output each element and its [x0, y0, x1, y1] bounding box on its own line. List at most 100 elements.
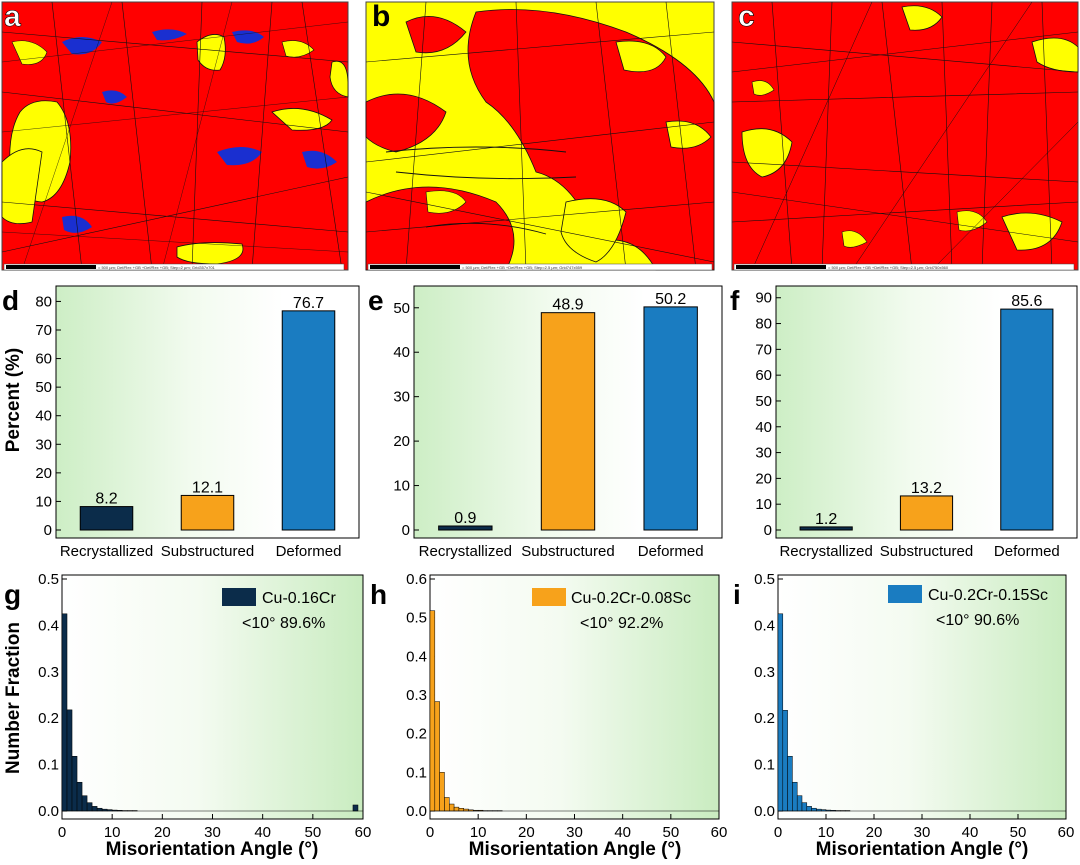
x-tick-label-i: 0: [774, 824, 782, 841]
x-axis-title-h: Misorientation Angle (°): [469, 839, 682, 860]
hist-bar-i: [806, 806, 812, 812]
x-axis-title-i: Misorientation Angle (°): [816, 839, 1029, 860]
scale-bar-text-b: = 500 µm; Def/Rex +GB +Def/Rex +GB; Step…: [462, 265, 583, 270]
bar-d-substructured: [180, 494, 235, 531]
y-tick-label-f: 90: [755, 290, 772, 307]
bar-f-deformed: [1000, 308, 1054, 531]
y-tick-label-f: 0: [764, 522, 772, 539]
y-tick-label-f: 80: [755, 316, 772, 333]
y-tick-label-i: 0.3: [754, 664, 775, 681]
category-label-f-deformed: Deformed: [994, 543, 1060, 560]
y-tick-label-d: 80: [35, 293, 52, 310]
y-tick-label-g: 0.1: [38, 757, 59, 774]
y-tick-label-h: 0.0: [406, 803, 427, 820]
data-label-d-recrystallized: 8.2: [95, 491, 117, 508]
hist-bar-i: [792, 781, 798, 812]
bar-f-substructured: [899, 495, 954, 531]
data-label-f-substructured: 13.2: [911, 480, 942, 497]
y-tick-label-g: 0.3: [38, 664, 59, 681]
hist-bar-g: [66, 709, 73, 812]
category-label-d-recrystallized: Recrystallized: [60, 543, 153, 560]
hist-bar-i: [796, 795, 803, 812]
hist-bar-h: [439, 772, 445, 812]
hist-bar-i: [787, 755, 793, 812]
bar-f-recrystallized: [799, 526, 853, 531]
y-tick-label-i: 0.1: [754, 757, 775, 774]
y-tick-label-f: 70: [755, 341, 772, 358]
bar-e-recrystallized: [438, 525, 493, 531]
category-label-d-substructured: Substructured: [161, 543, 254, 560]
y-axis-title-percent: Percent (%): [3, 348, 24, 453]
y-axis-title-number-fraction: Number Fraction: [3, 622, 24, 774]
y-tick-label-h: 0.4: [406, 648, 427, 665]
y-tick-label-e: 20: [393, 433, 410, 450]
legend-name-g: Cu-0.16Cr: [262, 590, 336, 607]
bar-d-deformed: [281, 310, 336, 531]
legend-name-i: Cu-0.2Cr-0.15Sc: [928, 587, 1048, 604]
scale-bar-text-c: = 500 µm; Def/Rex +GB +Def/Rex +GB; Step…: [828, 265, 949, 270]
legend-swatch-h: [532, 588, 566, 606]
y-tick-label-e: 40: [393, 344, 410, 361]
hist-bar-g: [352, 804, 359, 812]
panel-label-e: e: [368, 285, 384, 316]
x-tick-label-h: 40: [614, 824, 631, 841]
data-label-f-recrystallized: 1.2: [815, 511, 837, 528]
x-tick-label-i: 10: [818, 824, 835, 841]
panel-label-d: d: [2, 285, 19, 316]
x-tick-label-g: 30: [204, 824, 221, 841]
x-tick-label-g: 20: [154, 824, 171, 841]
hist-bar-g: [96, 807, 103, 812]
y-tick-label-h: 0.3: [406, 687, 427, 704]
data-label-e-substructured: 48.9: [552, 297, 583, 314]
panel-label-f: f: [730, 285, 740, 316]
legend-name-h: Cu-0.2Cr-0.08Sc: [571, 590, 691, 607]
x-tick-label-i: 20: [866, 824, 883, 841]
x-tick-label-g: 40: [254, 824, 271, 841]
y-tick-label-d: 40: [35, 408, 52, 425]
category-label-e-deformed: Deformed: [638, 543, 704, 560]
hist-bar-h: [429, 610, 436, 812]
y-tick-label-d: 10: [35, 493, 52, 510]
hist-bar-h: [449, 803, 455, 812]
hist-bar-g: [81, 795, 88, 812]
category-label-e-recrystallized: Recrystallized: [419, 543, 512, 560]
x-tick-label-h: 10: [470, 824, 487, 841]
hist-bar-g: [91, 806, 98, 812]
hist-bar-g: [76, 781, 83, 812]
legend-note-i: <10° 90.6%: [936, 612, 1019, 629]
y-tick-label-h: 0.1: [406, 764, 427, 781]
x-tick-label-i: 60: [1058, 824, 1075, 841]
y-tick-label-d: 20: [35, 465, 52, 482]
chart-h: 0.0 0.1 0.2 0.3 0.4 0.5 0.6 0 10 20 30 40 50 60 Cu-0.…: [370, 571, 727, 860]
category-label-f-substructured: Substructured: [880, 543, 973, 560]
y-tick-label-f: 30: [755, 445, 772, 462]
y-tick-label-d: 70: [35, 322, 52, 339]
x-tick-label-g: 50: [304, 824, 321, 841]
y-tick-label-i: 0.5: [754, 571, 775, 588]
bar-e-substructured: [540, 312, 596, 531]
data-label-e-recrystallized: 0.9: [454, 510, 476, 527]
hist-bar-h: [444, 797, 450, 812]
data-label-d-substructured: 12.1: [192, 479, 223, 496]
y-tick-label-i: 0.2: [754, 710, 775, 727]
y-tick-label-e: 0: [402, 522, 410, 539]
x-axis-title-g: Misorientation Angle (°): [106, 839, 319, 860]
panel-label-i: i: [733, 579, 741, 610]
y-tick-label-f: 10: [755, 496, 772, 513]
x-tick-label-h: 20: [518, 824, 535, 841]
y-tick-label-g: 0.2: [38, 710, 59, 727]
hist-bar-h: [434, 701, 440, 812]
ebsd-map-a: = 500 µm; Def/Rex +GB +Def/Rex +GB; Step…: [1, 0, 349, 271]
x-tick-label-i: 50: [1010, 824, 1027, 841]
category-label-f-recrystallized: Recrystallized: [779, 543, 872, 560]
bar-e-deformed: [643, 306, 698, 531]
hist-bar-i: [777, 613, 784, 812]
scale-bar-text-a: = 500 µm; Def/Rex +GB +Def/Rex +GB; Step…: [98, 265, 216, 270]
y-tick-label-h: 0.6: [406, 571, 427, 588]
y-tick-label-f: 60: [755, 367, 772, 384]
y-tick-label-d: 30: [35, 436, 52, 453]
y-tick-label-h: 0.2: [406, 726, 427, 743]
panel-label-c: c: [738, 0, 755, 33]
x-tick-label-g: 60: [355, 824, 372, 841]
data-label-d-deformed: 76.7: [293, 295, 324, 312]
